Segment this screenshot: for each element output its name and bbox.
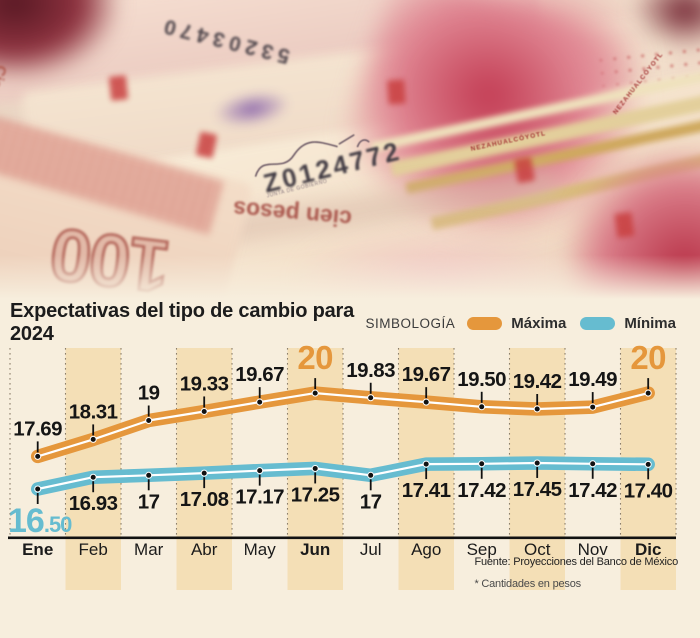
svg-text:17.08: 17.08 bbox=[180, 488, 229, 511]
svg-text:18.31: 18.31 bbox=[69, 400, 118, 423]
banknote-signature bbox=[254, 134, 370, 177]
svg-text:Oct: Oct bbox=[524, 540, 551, 559]
svg-text:20: 20 bbox=[630, 340, 666, 376]
legend-swatch-minima bbox=[580, 316, 616, 330]
svg-text:16.50: 16.50 bbox=[8, 502, 72, 540]
svg-text:Feb: Feb bbox=[79, 540, 108, 559]
source-text: Fuente: Proyecciones del Banco de México bbox=[474, 556, 678, 568]
footnote-text: * Cantidades en pesos bbox=[474, 578, 581, 590]
svg-text:17: 17 bbox=[138, 490, 160, 513]
banknotes-photo: 53203470 JUNTA DE GOBIERNO Z0124772 NEZA… bbox=[0, 0, 700, 305]
svg-text:Ene: Ene bbox=[22, 540, 53, 559]
svg-text:17.41: 17.41 bbox=[402, 479, 451, 502]
svg-text:Dic: Dic bbox=[635, 540, 661, 559]
svg-text:17.45: 17.45 bbox=[513, 478, 562, 501]
legend-label-maxima: Máxima bbox=[511, 314, 567, 332]
photo-bottom-fade bbox=[0, 255, 700, 305]
svg-text:17.69: 17.69 bbox=[13, 417, 62, 440]
svg-text:19: 19 bbox=[138, 382, 160, 405]
svg-text:19.67: 19.67 bbox=[402, 363, 451, 386]
legend-swatch-maxima bbox=[467, 316, 503, 330]
footer: Fuente: Proyecciones del Banco de México… bbox=[474, 556, 678, 590]
svg-text:Ago: Ago bbox=[411, 540, 441, 559]
svg-text:16.93: 16.93 bbox=[69, 492, 118, 515]
svg-text:19.33: 19.33 bbox=[180, 372, 229, 395]
photo-dark-corner bbox=[0, 0, 120, 80]
svg-text:Jun: Jun bbox=[300, 540, 330, 559]
svg-text:Sep: Sep bbox=[467, 540, 497, 559]
legend-title: SIMBOLOGÍA bbox=[365, 315, 456, 331]
svg-text:Jul: Jul bbox=[360, 540, 382, 559]
svg-text:17.17: 17.17 bbox=[235, 486, 284, 509]
chart-header: Expectativas del tipo de cambio para 202… bbox=[0, 300, 700, 345]
svg-text:17.25: 17.25 bbox=[291, 483, 340, 506]
svg-text:19.42: 19.42 bbox=[513, 370, 562, 393]
banknote-red-square bbox=[614, 211, 635, 239]
svg-text:Mar: Mar bbox=[134, 540, 164, 559]
svg-text:19.83: 19.83 bbox=[346, 359, 395, 382]
page-title: Expectativas del tipo de cambio para 202… bbox=[10, 300, 355, 345]
exchange-rate-chart: 17.69 18.31 19 19.33 19.67 20 19.83 19.67 19.50 1… bbox=[8, 340, 677, 590]
svg-text:Nov: Nov bbox=[578, 540, 609, 559]
svg-text:19.67: 19.67 bbox=[235, 363, 284, 386]
svg-text:17.40: 17.40 bbox=[624, 479, 673, 502]
banknote-red-square bbox=[387, 79, 406, 105]
legend-label-minima: Mínima bbox=[624, 314, 676, 332]
legend: SIMBOLOGÍA Máxima Mínima bbox=[366, 315, 677, 332]
svg-text:Abr: Abr bbox=[191, 540, 218, 559]
svg-text:17: 17 bbox=[360, 490, 382, 513]
svg-text:17.42: 17.42 bbox=[568, 479, 617, 502]
svg-text:20: 20 bbox=[297, 340, 333, 376]
svg-text:19.49: 19.49 bbox=[568, 368, 617, 391]
svg-text:17.42: 17.42 bbox=[457, 479, 506, 502]
svg-text:May: May bbox=[244, 540, 277, 559]
svg-text:19.50: 19.50 bbox=[457, 368, 506, 391]
banknote-red-square bbox=[108, 75, 129, 101]
